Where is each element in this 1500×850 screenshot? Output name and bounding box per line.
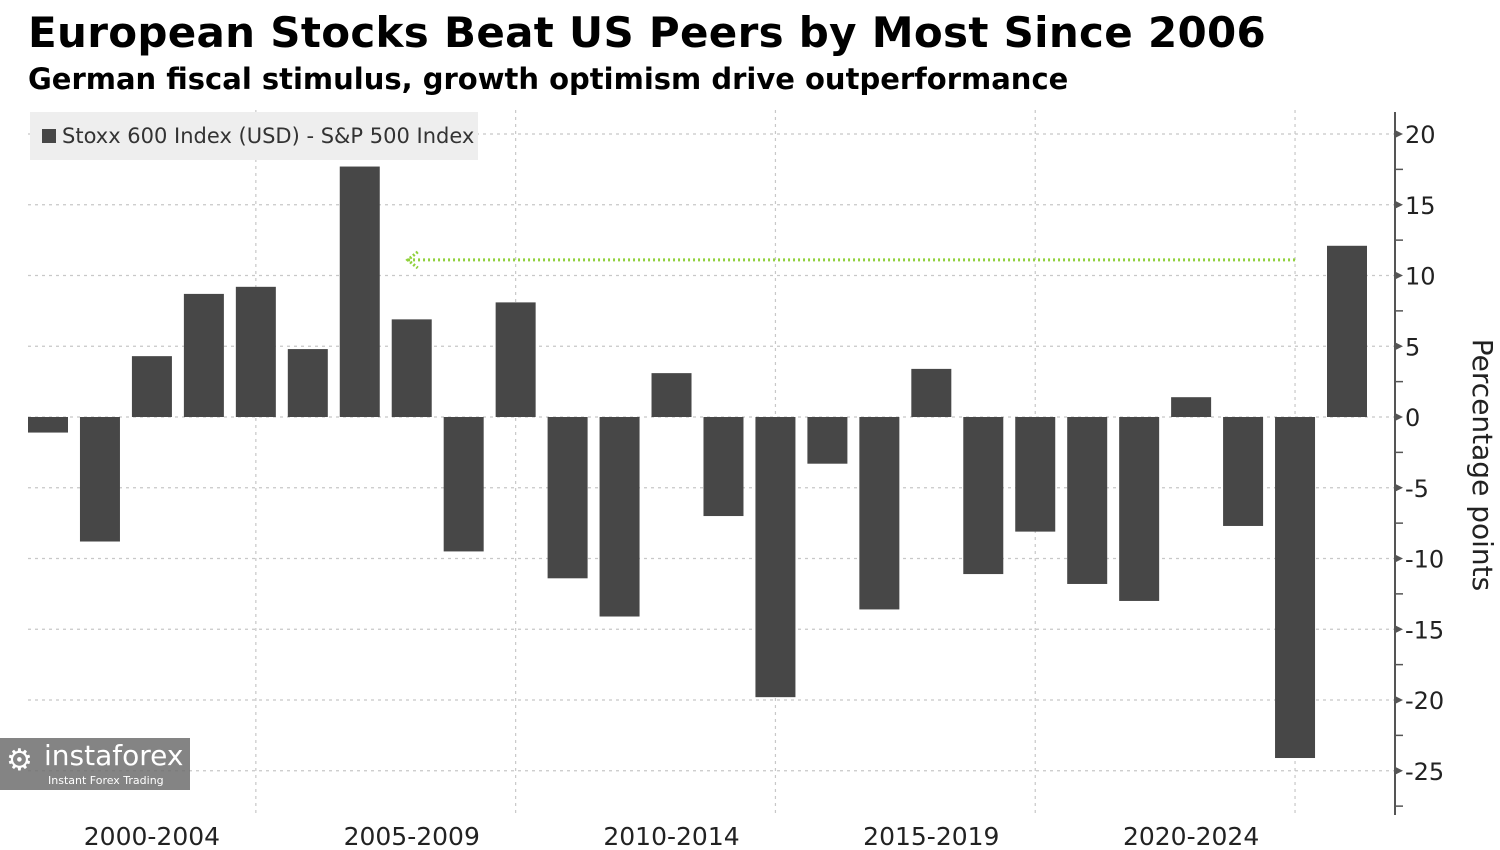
bar-2012 [651,373,692,417]
watermark-logo: ⚙ instaforex Instant Forex Trading [0,738,190,790]
bar-2014 [755,417,796,698]
bar-2010 [547,417,588,579]
gear-icon: ⚙ [6,743,33,778]
bar-2025 [1327,245,1367,417]
chart-subtitle: German fiscal stimulus, growth optimism … [28,62,1069,96]
bar-2006 [339,166,380,417]
y-tick-mark [1395,554,1403,563]
x-tick-label: 2020-2024 [1123,822,1259,850]
y-tick-label: 0 [1405,404,1420,432]
x-tick-label: 2005-2009 [344,822,480,850]
y-tick-mark [1395,625,1403,634]
watermark-name: instaforex [44,739,184,772]
bar-2007 [391,319,432,417]
bar-2003 [183,293,224,417]
y-tick-mark [1395,271,1403,280]
y-tick-mark [1395,200,1403,209]
bar-2011 [599,417,640,617]
y-tick-mark [1395,766,1403,775]
bar-2004 [235,286,276,417]
y-tick-label: -15 [1405,616,1444,644]
bar-2023 [1223,417,1264,526]
arrow-head-icon [405,250,419,270]
y-tick-mark [1395,696,1403,704]
bar-2013 [703,417,744,517]
legend-label: Stoxx 600 Index (USD) - S&P 500 Index [62,124,475,148]
x-tick-label: 2015-2019 [863,822,999,850]
bar-2005 [287,349,328,417]
bar-2020 [1067,417,1108,584]
legend-swatch [42,129,56,143]
bar-2017 [911,368,952,417]
bar-2002 [131,356,172,417]
bar-2022 [1171,397,1212,417]
y-tick-mark [1395,483,1403,492]
bar-2009 [495,302,536,417]
x-tick-label: 2010-2014 [603,822,739,850]
y-tick-mark [1395,342,1403,351]
bar-2008 [443,417,484,552]
chart-title: European Stocks Beat US Peers by Most Si… [28,8,1267,57]
y-tick-label: 20 [1405,121,1436,149]
y-tick-label: -10 [1405,546,1444,574]
y-tick-mark [1395,413,1403,421]
bar-2000 [28,417,68,433]
y-tick-label: 10 [1405,263,1436,291]
bar-2018 [963,417,1004,575]
bar-2016 [859,417,900,610]
y-tick-label: 15 [1405,192,1436,220]
x-tick-label: 2000-2004 [84,822,220,850]
bar-2021 [1119,417,1160,601]
y-tick-label: -25 [1405,758,1444,786]
bar-2019 [1015,417,1056,532]
y-tick-label: 5 [1405,333,1420,361]
legend: Stoxx 600 Index (USD) - S&P 500 Index [30,112,478,160]
bar-2001 [79,417,120,542]
y-axis-label: Percentage points [1466,338,1499,592]
watermark-tagline: Instant Forex Trading [48,774,164,787]
bar-2015 [807,417,848,464]
y-tick-label: -20 [1405,687,1444,715]
y-tick-mark [1395,130,1403,138]
y-tick-label: -5 [1405,475,1429,503]
bar-2024 [1275,417,1316,759]
